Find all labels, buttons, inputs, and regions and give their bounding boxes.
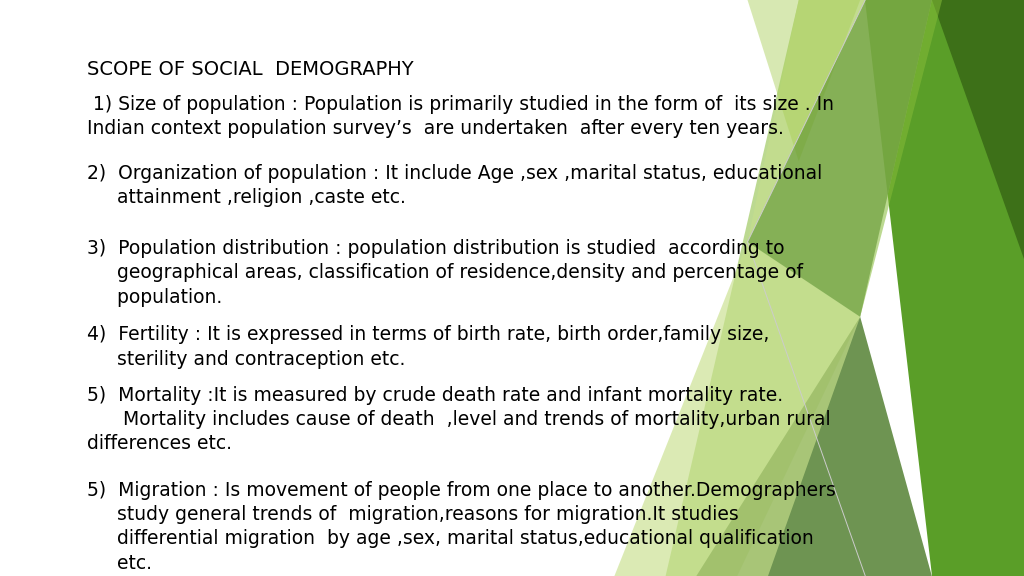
Polygon shape <box>865 0 1024 576</box>
Polygon shape <box>748 0 932 317</box>
Polygon shape <box>748 0 860 161</box>
Polygon shape <box>666 0 942 576</box>
Text: 3)  Population distribution : population distribution is studied  according to
 : 3) Population distribution : population … <box>87 239 803 306</box>
Text: 2)  Organization of population : It include Age ,sex ,marital status, educationa: 2) Organization of population : It inclu… <box>87 164 822 207</box>
Text: 4)  Fertility : It is expressed in terms of birth rate, birth order,family size,: 4) Fertility : It is expressed in terms … <box>87 325 769 369</box>
Polygon shape <box>614 242 860 576</box>
Text: SCOPE OF SOCIAL  DEMOGRAPHY: SCOPE OF SOCIAL DEMOGRAPHY <box>87 60 414 79</box>
Polygon shape <box>932 0 1024 259</box>
Text: 5)  Mortality :It is measured by crude death rate and infant mortality rate.
   : 5) Mortality :It is measured by crude de… <box>87 386 830 453</box>
Text: 5)  Migration : Is movement of people from one place to another.Demographers
   : 5) Migration : Is movement of people fro… <box>87 481 836 573</box>
Text: 1) Size of population : Population is primarily studied in the form of  its size: 1) Size of population : Population is pr… <box>87 95 834 138</box>
Polygon shape <box>696 317 932 576</box>
Polygon shape <box>748 0 932 317</box>
